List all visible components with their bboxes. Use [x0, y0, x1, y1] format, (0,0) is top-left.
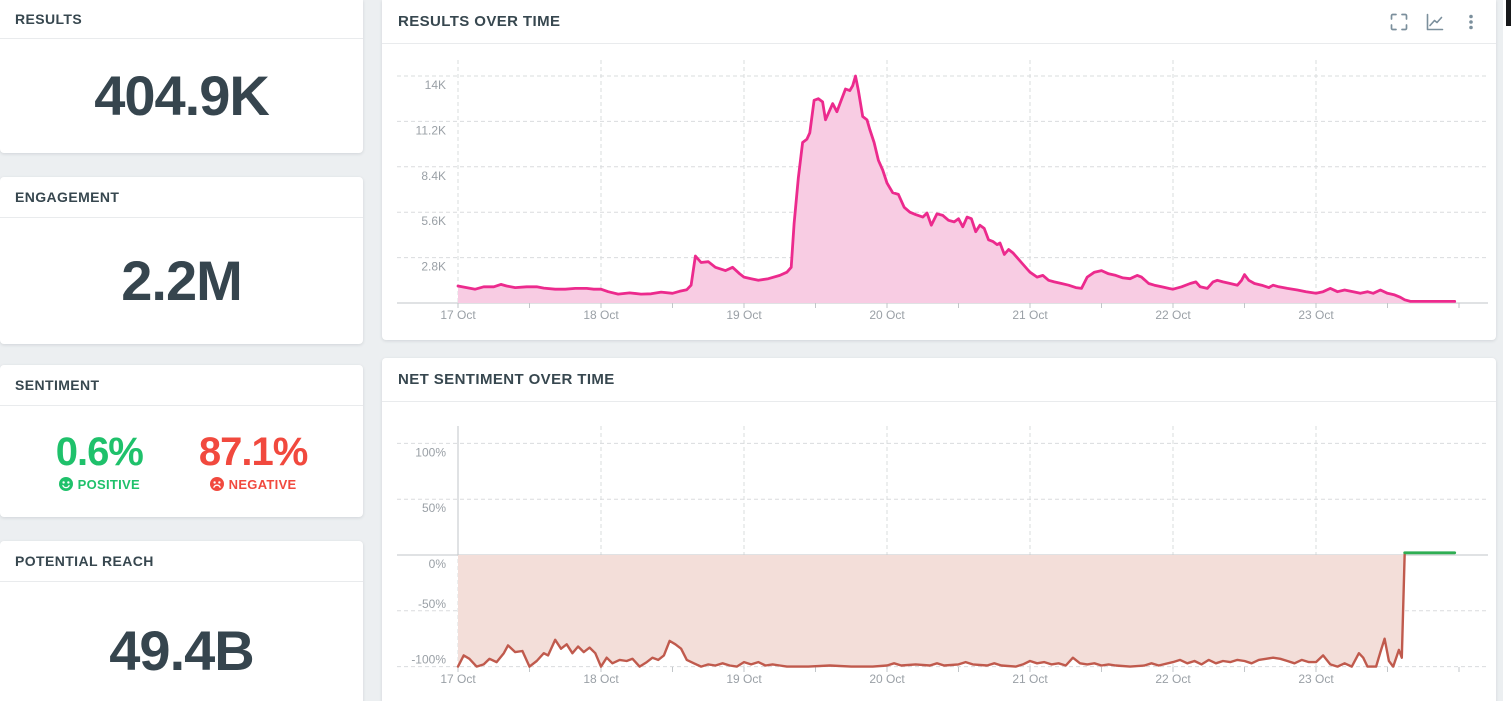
- sentiment-card-title: SENTIMENT: [15, 377, 100, 393]
- svg-text:-100%: -100%: [411, 653, 446, 667]
- svg-text:21 Oct: 21 Oct: [1012, 672, 1048, 686]
- sentiment-positive-value: 0.6%: [55, 429, 144, 474]
- fullscreen-icon[interactable]: [1390, 13, 1408, 31]
- svg-text:14K: 14K: [425, 78, 446, 92]
- line-chart-icon[interactable]: [1426, 13, 1444, 31]
- sentiment-negative-block: 87.1% NEGATIVE: [198, 429, 308, 492]
- engagement-card: ENGAGEMENT 2.2M: [0, 177, 363, 344]
- potential-reach-card-title: POTENTIAL REACH: [15, 553, 154, 569]
- results-card: RESULTS 404.9K: [0, 0, 363, 153]
- scrollbar[interactable]: [1503, 0, 1511, 701]
- results-value: 404.9K: [94, 64, 270, 127]
- svg-text:18 Oct: 18 Oct: [583, 672, 619, 686]
- results-over-time-panel: RESULTS OVER TIME: [382, 0, 1496, 340]
- svg-text:17 Oct: 17 Oct: [440, 308, 476, 322]
- results-card-title: RESULTS: [15, 11, 83, 27]
- sentiment-positive-block: 0.6% POSITIVE: [55, 429, 144, 492]
- results-card-body: 404.9K: [0, 39, 363, 152]
- potential-reach-card-header: POTENTIAL REACH: [0, 541, 363, 582]
- net-sentiment-chart[interactable]: 17 Oct 18 Oct 19 Oct 20 Oct 21 Oct 22 Oct 23 O…: [382, 402, 1496, 701]
- svg-text:18 Oct: 18 Oct: [583, 308, 619, 322]
- svg-text:8.4K: 8.4K: [421, 169, 446, 183]
- sentiment-card-header: SENTIMENT: [0, 365, 363, 406]
- engagement-card-title: ENGAGEMENT: [15, 189, 120, 205]
- results-card-header: RESULTS: [0, 0, 363, 39]
- sentiment-positive-label: POSITIVE: [77, 476, 140, 492]
- svg-text:19 Oct: 19 Oct: [726, 308, 762, 322]
- svg-text:20 Oct: 20 Oct: [869, 308, 905, 322]
- sentiment-negative-label: NEGATIVE: [228, 476, 297, 492]
- net-sentiment-panel: NET SENTIMENT OVER TIME 17 Oct 18 Oct 19 O…: [382, 358, 1496, 701]
- svg-text:20 Oct: 20 Oct: [869, 672, 905, 686]
- results-over-time-header: RESULTS OVER TIME: [382, 0, 1496, 44]
- results-over-time-chart[interactable]: 17 Oct 18 Oct 19 Oct 20 Oct 21 Oct 22 Oct 23 O…: [382, 44, 1496, 340]
- sad-face-icon: [209, 477, 224, 491]
- net-sentiment-header: NET SENTIMENT OVER TIME: [382, 358, 1496, 402]
- svg-text:0%: 0%: [429, 557, 447, 571]
- net-sentiment-title: NET SENTIMENT OVER TIME: [398, 371, 615, 388]
- svg-text:21 Oct: 21 Oct: [1012, 308, 1048, 322]
- svg-text:23 Oct: 23 Oct: [1298, 308, 1334, 322]
- panel-actions: [1390, 13, 1480, 31]
- potential-reach-card: POTENTIAL REACH 49.4B: [0, 541, 363, 701]
- potential-reach-value: 49.4B: [109, 619, 254, 682]
- svg-text:100%: 100%: [415, 445, 446, 459]
- svg-text:22 Oct: 22 Oct: [1155, 308, 1191, 322]
- engagement-card-header: ENGAGEMENT: [0, 177, 363, 218]
- sentiment-card-body: 0.6% POSITIVE 87.1% NEGATIVE: [0, 406, 363, 516]
- results-over-time-title: RESULTS OVER TIME: [398, 13, 561, 30]
- svg-text:23 Oct: 23 Oct: [1298, 672, 1334, 686]
- engagement-value: 2.2M: [121, 249, 242, 312]
- svg-text:19 Oct: 19 Oct: [726, 672, 762, 686]
- kebab-menu-icon[interactable]: [1462, 13, 1480, 31]
- svg-text:11.2K: 11.2K: [416, 123, 446, 137]
- svg-text:2.8K: 2.8K: [421, 260, 446, 274]
- svg-text:22 Oct: 22 Oct: [1155, 672, 1191, 686]
- sentiment-negative-value: 87.1%: [198, 429, 308, 474]
- svg-text:50%: 50%: [422, 501, 446, 515]
- happy-face-icon: [58, 477, 73, 491]
- scrollbar-thumb[interactable]: [1506, 0, 1511, 26]
- svg-text:5.6K: 5.6K: [421, 214, 446, 228]
- svg-text:-50%: -50%: [418, 597, 446, 611]
- svg-text:17 Oct: 17 Oct: [440, 672, 476, 686]
- sentiment-card: SENTIMENT 0.6% POSITIVE 87.1% NEGATI: [0, 365, 363, 517]
- engagement-card-body: 2.2M: [0, 218, 363, 343]
- potential-reach-card-body: 49.4B: [0, 582, 363, 701]
